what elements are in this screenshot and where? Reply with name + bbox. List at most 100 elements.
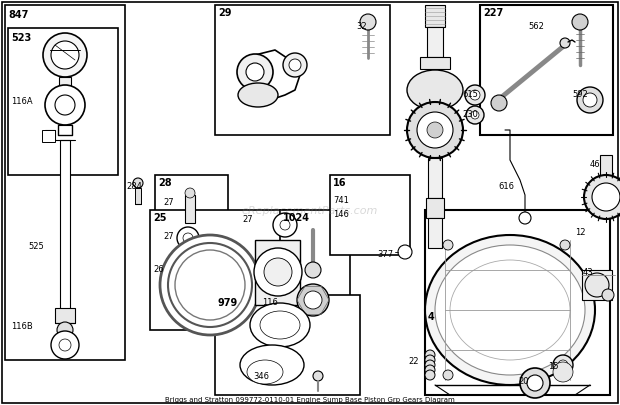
Circle shape [465, 85, 485, 105]
Text: 29: 29 [218, 8, 231, 18]
Circle shape [57, 322, 73, 338]
Circle shape [519, 212, 531, 224]
Bar [5, 5, 125, 360]
Ellipse shape [435, 245, 585, 375]
Bar [480, 5, 613, 135]
Text: 15: 15 [548, 362, 559, 371]
Text: 46: 46 [590, 160, 601, 169]
Bar [215, 295, 360, 395]
Ellipse shape [238, 83, 278, 107]
Circle shape [553, 355, 573, 375]
Bar [59, 77, 71, 102]
Text: 22: 22 [408, 357, 419, 366]
Text: 26: 26 [153, 265, 164, 274]
Ellipse shape [407, 70, 463, 110]
Circle shape [133, 178, 143, 188]
Circle shape [160, 235, 260, 335]
Circle shape [183, 233, 193, 243]
Circle shape [425, 365, 435, 375]
Ellipse shape [425, 235, 595, 385]
Circle shape [254, 248, 302, 296]
Text: 32: 32 [356, 22, 366, 31]
Bar [582, 270, 612, 300]
Circle shape [427, 122, 443, 138]
Circle shape [360, 14, 376, 30]
Circle shape [520, 368, 550, 398]
Text: 346: 346 [253, 372, 269, 381]
Bar [330, 175, 410, 255]
Circle shape [45, 85, 85, 125]
Bar [428, 218, 442, 248]
Text: eReplacementParts.com: eReplacementParts.com [242, 206, 378, 215]
Circle shape [417, 112, 453, 148]
Circle shape [583, 93, 597, 107]
Text: 4: 4 [428, 312, 435, 322]
Circle shape [51, 331, 79, 359]
Bar [42, 130, 55, 142]
Circle shape [280, 220, 290, 230]
Text: 979: 979 [218, 298, 238, 308]
Text: 146: 146 [333, 210, 349, 219]
Bar [426, 198, 444, 218]
Bar [55, 308, 75, 323]
Circle shape [305, 262, 321, 278]
Ellipse shape [450, 260, 570, 360]
Text: 616: 616 [498, 182, 514, 191]
Bar [60, 140, 70, 310]
Bar [425, 210, 610, 395]
Circle shape [43, 33, 87, 77]
Circle shape [443, 240, 453, 250]
Circle shape [584, 175, 620, 219]
Bar [280, 210, 350, 330]
Circle shape [185, 188, 195, 198]
Circle shape [491, 95, 507, 111]
Circle shape [527, 375, 543, 391]
Bar [155, 175, 228, 255]
Circle shape [55, 95, 75, 115]
Circle shape [304, 291, 322, 309]
Circle shape [289, 59, 301, 71]
Text: 615: 615 [462, 90, 478, 99]
Ellipse shape [260, 311, 300, 339]
Text: 741: 741 [333, 196, 349, 205]
Circle shape [283, 53, 307, 77]
Circle shape [297, 284, 329, 316]
Bar [420, 57, 450, 69]
Bar [185, 195, 195, 223]
Circle shape [560, 240, 570, 250]
Text: 523: 523 [11, 33, 31, 43]
Circle shape [398, 245, 412, 259]
Circle shape [273, 213, 297, 237]
Circle shape [264, 258, 292, 286]
Bar [255, 240, 300, 305]
Text: 230: 230 [462, 110, 478, 119]
Circle shape [425, 360, 435, 370]
Text: 16: 16 [333, 178, 347, 188]
Text: 284: 284 [126, 182, 142, 191]
Circle shape [470, 90, 480, 100]
Text: 43: 43 [583, 268, 593, 277]
Circle shape [560, 370, 570, 380]
Circle shape [443, 370, 453, 380]
Circle shape [168, 243, 252, 327]
Text: 847: 847 [8, 10, 29, 20]
Circle shape [471, 111, 479, 119]
Bar [135, 188, 141, 204]
Bar [425, 5, 445, 27]
Text: 116B: 116B [11, 322, 33, 331]
Text: 525: 525 [28, 242, 44, 251]
Circle shape [59, 339, 71, 351]
Text: 377: 377 [377, 250, 393, 259]
Circle shape [313, 371, 323, 381]
Circle shape [246, 63, 264, 81]
Circle shape [51, 41, 79, 69]
Text: 27: 27 [163, 232, 174, 241]
Circle shape [585, 273, 609, 297]
Circle shape [553, 362, 573, 382]
Text: 562: 562 [528, 22, 544, 31]
Text: 227: 227 [483, 8, 503, 18]
Ellipse shape [250, 303, 310, 347]
Text: 116: 116 [262, 298, 278, 307]
Circle shape [425, 355, 435, 365]
Text: 27: 27 [242, 215, 252, 224]
